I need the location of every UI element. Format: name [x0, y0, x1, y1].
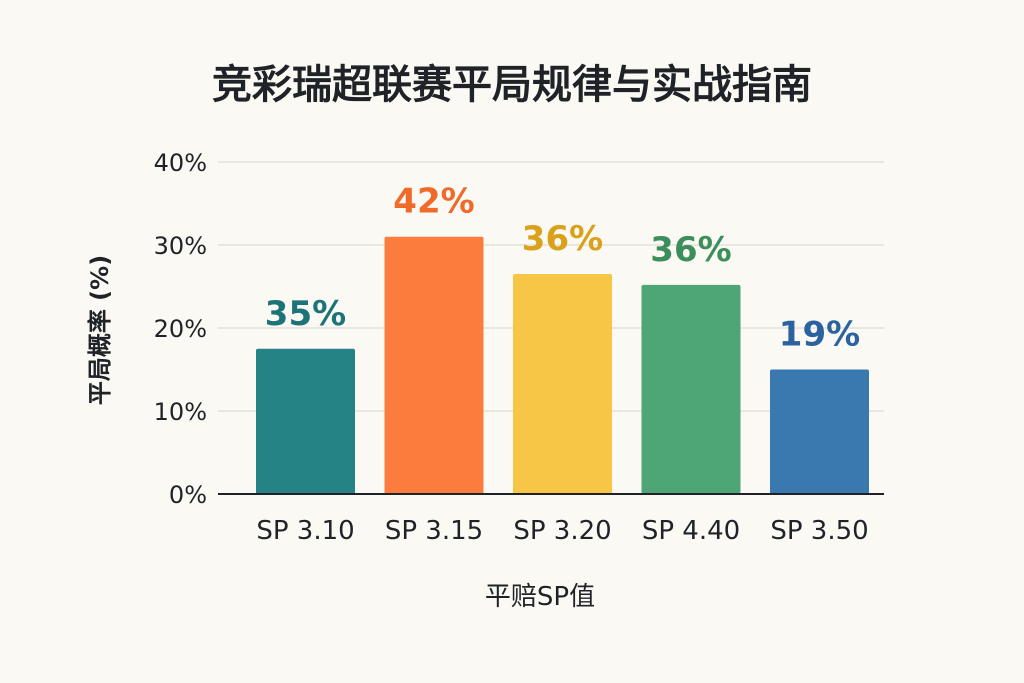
x-tick-label: SP 3.50 [770, 516, 868, 546]
data-label: 36% [522, 219, 603, 259]
bar[interactable] [256, 348, 355, 494]
data-label: 19% [779, 315, 860, 355]
data-label: 36% [650, 230, 731, 270]
y-axis-title: 平局概率 (%) [86, 255, 114, 405]
y-tick-label: 20% [154, 315, 207, 343]
x-tick-label: SP 4.40 [642, 516, 740, 546]
x-tick-label: SP 3.20 [513, 516, 611, 546]
x-tick-label: SP 3.15 [385, 516, 483, 546]
bar[interactable] [641, 284, 741, 494]
y-tick-label: 30% [154, 232, 207, 260]
y-tick-label: 10% [154, 398, 207, 426]
x-tick-label: SP 3.10 [256, 516, 354, 546]
data-label: 42% [393, 182, 474, 222]
bar[interactable] [384, 236, 484, 494]
data-label: 35% [265, 294, 346, 334]
y-tick-label: 0% [169, 481, 207, 509]
bar[interactable] [513, 274, 612, 494]
bar[interactable] [770, 369, 869, 495]
chart-title: 竞彩瑞超联赛平局规律与实战指南 [212, 62, 812, 108]
y-tick-label: 40% [154, 149, 207, 177]
x-axis-title: 平赔SP值 [485, 582, 595, 612]
